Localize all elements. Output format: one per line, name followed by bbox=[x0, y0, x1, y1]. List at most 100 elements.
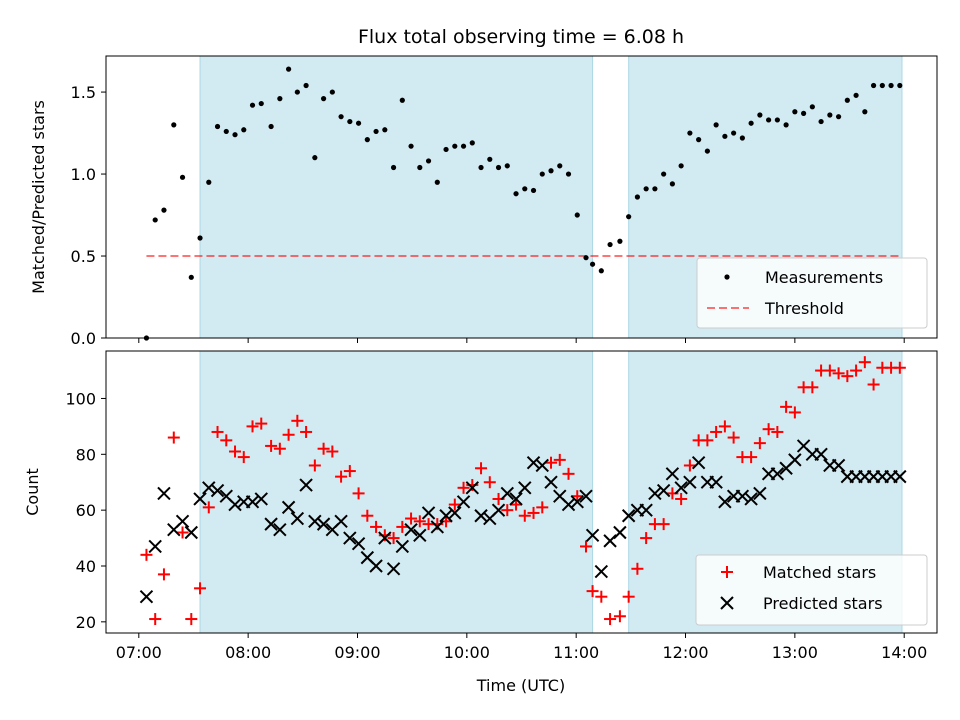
matched-star-point bbox=[631, 562, 644, 575]
matched-star-point bbox=[545, 456, 558, 469]
measurement-point bbox=[678, 163, 684, 169]
x-marker-b bbox=[744, 492, 758, 506]
matched-star-point bbox=[176, 526, 189, 539]
measurement-point bbox=[565, 171, 572, 177]
x-marker-b bbox=[491, 503, 506, 517]
matched-star-point bbox=[675, 492, 688, 505]
matched-star-point bbox=[850, 364, 863, 377]
predicted-star-point bbox=[814, 447, 828, 462]
x-marker-b bbox=[184, 525, 198, 540]
measurement-point bbox=[355, 120, 362, 126]
x-marker-b bbox=[831, 458, 846, 473]
measurement-point bbox=[774, 117, 780, 123]
x-marker-b bbox=[639, 503, 653, 517]
matched-star-point bbox=[255, 417, 268, 430]
x-tick-label: 07:00 bbox=[116, 643, 162, 662]
x-tick-label: 11:00 bbox=[553, 643, 599, 662]
matched-star-point bbox=[501, 504, 514, 517]
measurement-point bbox=[589, 261, 596, 267]
matched-star-point bbox=[858, 356, 871, 369]
predicted-star-point bbox=[561, 497, 576, 512]
top-legend-box bbox=[696, 257, 928, 329]
matched-star-point bbox=[562, 467, 575, 480]
predicted-star-point bbox=[718, 495, 732, 509]
matched-star-point bbox=[387, 532, 400, 545]
matched-star-point bbox=[780, 400, 793, 413]
x-marker-b bbox=[814, 447, 828, 462]
x-marker-b bbox=[413, 528, 427, 542]
x-marker-b bbox=[594, 564, 609, 579]
measurement-point bbox=[818, 118, 824, 125]
x-marker-b bbox=[202, 481, 216, 495]
bottom-panel: 07:00 08:00 09:00 10:00 11:00 12:00 13:00 14:00… bbox=[23, 350, 938, 695]
matched-star-point bbox=[229, 445, 242, 458]
x-marker-b bbox=[395, 539, 410, 554]
predicted-star-point bbox=[264, 517, 278, 531]
x-marker-b bbox=[404, 522, 418, 537]
x-marker-b bbox=[788, 453, 802, 467]
x-marker-b bbox=[369, 559, 383, 573]
measurement-point bbox=[661, 171, 667, 177]
matched-star-point bbox=[788, 406, 801, 419]
predicted-star-point bbox=[509, 492, 523, 506]
x-marker-b bbox=[500, 486, 514, 501]
predicted-star-point bbox=[603, 534, 617, 548]
measurement-point bbox=[583, 255, 589, 261]
matched-star-point bbox=[771, 425, 784, 438]
x-marker-b bbox=[796, 439, 811, 453]
measurement-point bbox=[522, 186, 528, 192]
x-tick-label: 12:00 bbox=[662, 643, 708, 662]
predicted-star-point bbox=[378, 531, 392, 545]
matched-star-point bbox=[140, 548, 153, 561]
x-marker-b bbox=[683, 475, 697, 489]
predicted-star-point bbox=[691, 455, 706, 470]
x-marker-b bbox=[753, 486, 767, 501]
matched-star-point bbox=[308, 459, 321, 472]
measurement-point bbox=[460, 143, 467, 149]
measurement-point bbox=[835, 114, 842, 120]
x-marker-b bbox=[535, 458, 549, 473]
predicted-star-point bbox=[674, 481, 688, 495]
bottom-y-tick-label: 100 bbox=[65, 389, 96, 408]
predicted-star-point bbox=[665, 467, 680, 481]
bottom-y-axis-label: Count bbox=[23, 468, 42, 516]
measurement-point bbox=[434, 179, 440, 185]
x-marker-b bbox=[386, 562, 401, 576]
predicted-star-point bbox=[184, 525, 198, 540]
x-marker-b bbox=[570, 495, 584, 509]
matched-star-point bbox=[518, 509, 531, 522]
x-marker-b bbox=[308, 514, 322, 529]
predicted-star-point bbox=[281, 500, 296, 515]
measurement-point bbox=[652, 186, 658, 192]
predicted-star-point bbox=[585, 528, 600, 542]
predicted-star-point bbox=[639, 503, 653, 517]
measurement-point bbox=[408, 143, 414, 149]
x-marker-b bbox=[245, 495, 260, 509]
predicted-star-point bbox=[735, 489, 750, 503]
measurement-point bbox=[844, 97, 850, 103]
measurement-point bbox=[696, 137, 702, 143]
x-marker-b bbox=[518, 481, 532, 495]
x-marker-b bbox=[553, 489, 567, 503]
top-y-tick-label: 1.5 bbox=[71, 83, 96, 102]
matched-star-point bbox=[396, 520, 409, 533]
measurement-point bbox=[249, 102, 256, 108]
measurement-point bbox=[161, 207, 167, 213]
predicted-star-point bbox=[369, 559, 383, 573]
measurement-point bbox=[897, 82, 903, 89]
measurement-point bbox=[232, 132, 238, 138]
matched-star-point bbox=[604, 613, 617, 626]
predicted-star-point bbox=[788, 453, 802, 467]
measurement-point bbox=[548, 168, 554, 174]
measurement-point bbox=[268, 123, 274, 130]
matched-star-point bbox=[194, 582, 207, 595]
x-marker-b bbox=[691, 455, 706, 470]
predicted-star-point bbox=[343, 531, 357, 545]
matched-star-point bbox=[149, 613, 162, 626]
matched-star-point bbox=[185, 613, 198, 626]
x-axis-label: Time (UTC) bbox=[476, 676, 565, 695]
x-marker-b bbox=[264, 517, 278, 531]
matched-star-point bbox=[361, 509, 374, 522]
measurement-point bbox=[598, 268, 604, 274]
legend-predicted-label: Predicted stars bbox=[763, 594, 883, 613]
